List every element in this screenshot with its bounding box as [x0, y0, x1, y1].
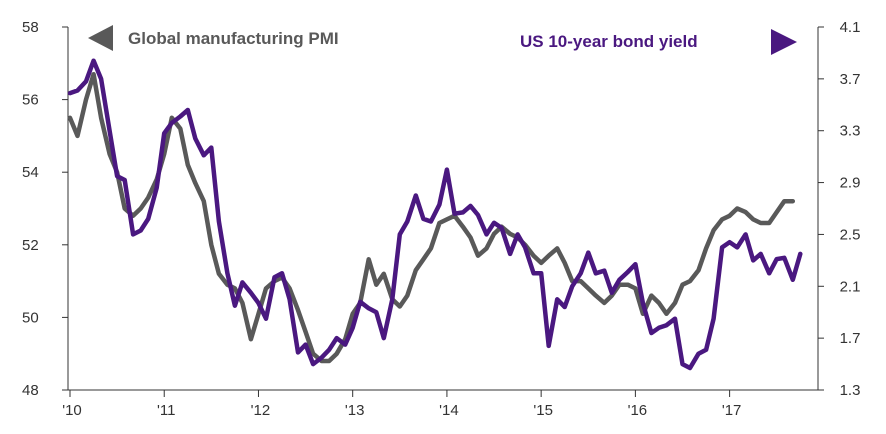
right-tick-label: 1.3	[840, 382, 861, 399]
legend-yield-label: US 10-year bond yield	[520, 32, 698, 51]
left-arrow-icon	[88, 25, 113, 51]
legend-pmi: Global manufacturing PMI	[88, 25, 339, 51]
left-tick-label: 58	[22, 19, 39, 36]
x-tick-label: '16	[628, 402, 648, 419]
x-axis: '10 '11 '12 '13 '14 '15 '16 '17	[62, 389, 818, 419]
x-tick-label: '15	[533, 402, 553, 419]
x-tick-label: '17	[722, 402, 742, 419]
left-axis-ticks: 58 56 54 52 50 48	[22, 19, 69, 399]
series-line-yield	[67, 58, 803, 371]
right-tick-label: 3.7	[840, 71, 861, 88]
x-tick-label: '13	[345, 402, 365, 419]
right-tick-label: 2.9	[840, 175, 861, 192]
right-arrow-icon	[771, 29, 797, 55]
series-line-pmi	[67, 71, 796, 364]
right-tick-label: 2.5	[840, 226, 861, 243]
x-tick-label: '14	[439, 402, 459, 419]
right-axis-ticks: 4.1 3.7 3.3 2.9 2.5 2.1 1.7 1.3	[817, 19, 861, 399]
left-tick-label: 52	[22, 237, 39, 254]
right-tick-label: 1.7	[840, 330, 861, 347]
right-tick-label: 2.1	[840, 278, 861, 295]
series-layer	[67, 58, 803, 371]
legend-pmi-label: Global manufacturing PMI	[128, 29, 339, 48]
left-tick-label: 48	[22, 382, 39, 399]
x-tick-label: '12	[251, 402, 271, 419]
x-tick-label: '10	[62, 402, 82, 419]
x-tick-label: '11	[157, 402, 175, 419]
legend-yield: US 10-year bond yield	[520, 29, 797, 55]
right-tick-label: 4.1	[840, 19, 861, 36]
right-tick-label: 3.3	[840, 123, 861, 140]
left-tick-label: 50	[22, 309, 39, 326]
left-tick-label: 54	[22, 164, 39, 181]
left-tick-label: 56	[22, 92, 39, 109]
